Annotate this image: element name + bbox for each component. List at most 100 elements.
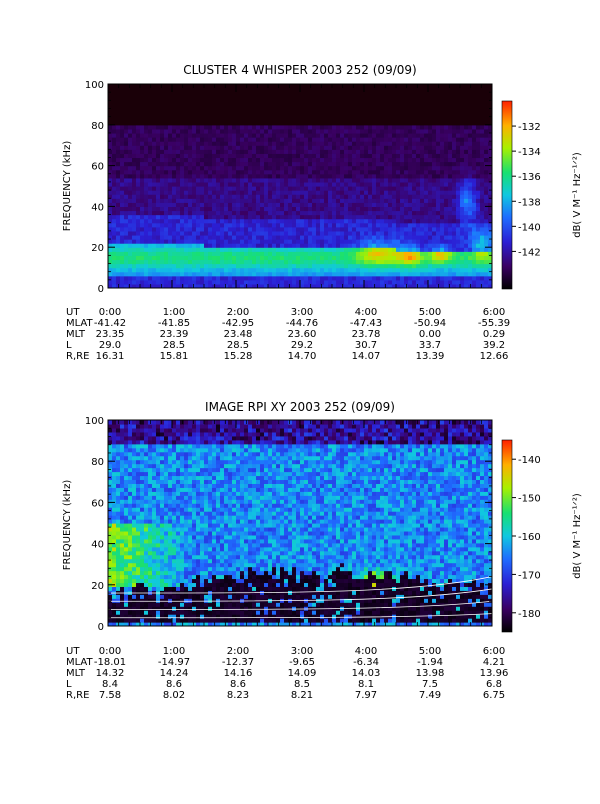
spectrogram-cell <box>284 108 289 113</box>
spectrogram-cell <box>316 276 321 281</box>
spectrogram-cell <box>440 84 445 89</box>
spectrogram-cell <box>268 243 273 248</box>
spectrogram-cell <box>156 133 161 138</box>
spectrogram-cell <box>432 272 437 277</box>
spectrogram-cell <box>204 182 209 187</box>
spectrogram-cell <box>424 162 429 167</box>
spectrogram-cell <box>224 206 229 211</box>
spectrogram-cell <box>240 108 245 113</box>
spectrogram-cell <box>188 117 193 122</box>
spectrogram-cell <box>460 125 465 130</box>
spectrogram-cell <box>480 92 485 97</box>
spectrogram-cell <box>416 153 421 158</box>
spectrogram-cell <box>404 239 409 244</box>
spectrogram-cell <box>472 137 477 142</box>
spectrogram-cell <box>336 186 341 191</box>
spectrogram-cell <box>312 223 317 228</box>
ephemeris-value: -44.76 <box>286 318 318 329</box>
spectrogram-cell <box>116 280 121 285</box>
spectrogram-cell <box>308 206 313 211</box>
spectrogram-cell <box>436 247 441 252</box>
spectrogram-cell <box>404 206 409 211</box>
spectrogram-cell <box>308 202 313 207</box>
spectrogram-cell <box>308 108 313 113</box>
spectrogram-cell <box>348 178 353 183</box>
spectrogram-cell <box>324 259 329 264</box>
spectrogram-cell <box>216 223 221 228</box>
spectrogram-cell <box>252 121 257 126</box>
spectrogram-cell <box>136 104 141 109</box>
spectrogram-cell <box>272 247 277 252</box>
spectrogram-cell <box>400 137 405 142</box>
spectrogram-cell <box>452 170 457 175</box>
spectrogram-cell <box>140 96 145 101</box>
spectrogram-cell <box>456 108 461 113</box>
spectrogram-cell <box>136 198 141 203</box>
spectrogram-cell <box>192 280 197 285</box>
spectrogram-cell <box>316 247 321 252</box>
spectrogram-cell <box>404 129 409 134</box>
spectrogram-cell <box>480 272 485 277</box>
spectrogram-cell <box>128 235 133 240</box>
spectrogram-cell <box>472 121 477 126</box>
spectrogram-cell <box>260 264 265 269</box>
spectrogram-cell <box>472 264 477 269</box>
spectrogram-cell <box>456 145 461 150</box>
spectrogram-cell <box>352 162 357 167</box>
spectrogram-cell <box>236 174 241 179</box>
spectrogram-cell <box>224 231 229 236</box>
spectrogram-cell <box>256 235 261 240</box>
spectrogram-cell <box>468 259 473 264</box>
spectrogram-cell <box>184 227 189 232</box>
spectrogram-cell <box>296 166 301 171</box>
spectrogram-cell <box>192 137 197 142</box>
spectrogram-cell <box>276 178 281 183</box>
spectrogram-cell <box>424 215 429 220</box>
spectrogram-cell <box>456 219 461 224</box>
spectrogram-cell <box>140 108 145 113</box>
spectrogram-cell <box>340 108 345 113</box>
spectrogram-cell <box>420 219 425 224</box>
spectrogram-cell <box>380 170 385 175</box>
spectrogram-cell <box>180 227 185 232</box>
spectrogram-cell <box>156 280 161 285</box>
spectrogram-cell <box>276 202 281 207</box>
spectrogram-cell <box>128 92 133 97</box>
spectrogram-cell <box>240 92 245 97</box>
spectrogram-cell <box>260 198 265 203</box>
spectrogram-cell <box>260 108 265 113</box>
spectrogram-cell <box>480 210 485 215</box>
spectrogram-cell <box>164 96 169 101</box>
spectrogram-cell <box>468 231 473 236</box>
spectrogram-cell <box>308 166 313 171</box>
spectrogram-cell <box>388 145 393 150</box>
spectrogram-cell <box>380 223 385 228</box>
spectrogram-cell <box>248 149 253 154</box>
spectrogram-cell <box>432 149 437 154</box>
spectrogram-cell <box>248 239 253 244</box>
spectrogram-cell <box>188 108 193 113</box>
spectrogram-cell <box>172 108 177 113</box>
spectrogram-cell <box>464 198 469 203</box>
spectrogram-cell <box>464 280 469 285</box>
spectrogram-cell <box>344 206 349 211</box>
spectrogram-cell <box>160 88 165 93</box>
spectrogram-cell <box>464 235 469 240</box>
spectrogram-cell <box>384 215 389 220</box>
spectrogram-cell <box>364 125 369 130</box>
spectrogram-cell <box>108 133 113 138</box>
spectrogram-cell <box>280 194 285 199</box>
spectrogram-cell <box>412 153 417 158</box>
spectrogram-cell <box>324 202 329 207</box>
spectrogram-cell <box>156 251 161 256</box>
spectrogram-cell <box>176 219 181 224</box>
spectrogram-cell <box>296 276 301 281</box>
spectrogram-cell <box>284 202 289 207</box>
spectrogram-cell <box>168 198 173 203</box>
spectrogram-cell <box>388 149 393 154</box>
spectrogram-cell <box>452 255 457 260</box>
spectrogram-cell <box>260 92 265 97</box>
spectrogram-cell <box>468 145 473 150</box>
spectrogram-cell <box>304 121 309 126</box>
spectrogram-cell <box>152 194 157 199</box>
